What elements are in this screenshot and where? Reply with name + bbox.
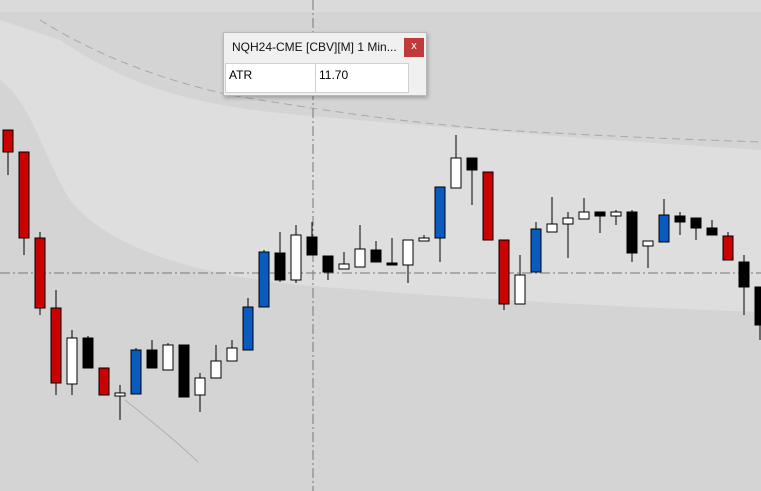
candle-body bbox=[66, 337, 78, 385]
candle-body bbox=[146, 349, 158, 369]
candle-body bbox=[274, 252, 286, 281]
close-button[interactable]: x bbox=[404, 38, 424, 57]
candle-body bbox=[354, 248, 366, 268]
candle-body bbox=[2, 129, 14, 153]
indicator-value: 11.70 bbox=[319, 68, 349, 82]
envelope-line bbox=[39, 19, 761, 143]
candle-body bbox=[130, 349, 142, 395]
candle-body bbox=[418, 237, 430, 242]
candle-body bbox=[306, 236, 318, 256]
candle-body bbox=[210, 360, 222, 379]
candle-body bbox=[626, 211, 638, 254]
indicator-name: ATR bbox=[226, 64, 316, 92]
candle-body bbox=[482, 171, 494, 241]
tooltip-row: ATR 11.70 bbox=[225, 63, 409, 93]
candle-body bbox=[290, 234, 302, 281]
lower-band-line bbox=[124, 399, 199, 463]
candle-body bbox=[50, 307, 62, 384]
candle-body bbox=[578, 211, 590, 220]
candle-body bbox=[258, 251, 270, 308]
candle-body bbox=[322, 255, 334, 273]
candle-body bbox=[434, 186, 446, 239]
candle-body bbox=[114, 392, 126, 397]
candle-body bbox=[546, 223, 558, 233]
candle-body bbox=[34, 237, 46, 309]
top-band bbox=[0, 0, 761, 12]
candle-body bbox=[690, 217, 702, 229]
candle-body bbox=[82, 337, 94, 369]
candle-body bbox=[562, 217, 574, 225]
candle-body bbox=[658, 214, 670, 243]
candle-body bbox=[98, 367, 110, 396]
tooltip-title: NQH24-CME [CBV][M] 1 Min... bbox=[232, 40, 397, 54]
candle-body bbox=[754, 286, 761, 326]
candle-body bbox=[594, 211, 606, 217]
candle-body bbox=[338, 263, 350, 270]
candle-body bbox=[642, 240, 654, 247]
candle-body bbox=[226, 347, 238, 362]
candle-body bbox=[162, 344, 174, 371]
candle-body bbox=[706, 227, 718, 236]
candle-body bbox=[402, 239, 414, 266]
envelope-band bbox=[0, 20, 761, 312]
candle-body bbox=[514, 274, 526, 305]
candle-body bbox=[370, 249, 382, 263]
candle-body bbox=[242, 306, 254, 351]
tooltip: NQH24-CME [CBV][M] 1 Min... x ATR 11.70 bbox=[223, 32, 427, 96]
candles bbox=[2, 129, 761, 420]
candle-body bbox=[18, 151, 30, 239]
candle-body bbox=[610, 211, 622, 217]
candle-body bbox=[178, 344, 190, 398]
candle-body bbox=[194, 377, 206, 396]
candle-body bbox=[498, 239, 510, 305]
candle-body bbox=[674, 215, 686, 223]
candle-body bbox=[530, 228, 542, 273]
candle-body bbox=[466, 157, 478, 171]
candle-body bbox=[386, 262, 398, 266]
candle-body bbox=[450, 157, 462, 189]
candle-body bbox=[738, 261, 750, 288]
candle-body bbox=[722, 235, 734, 261]
